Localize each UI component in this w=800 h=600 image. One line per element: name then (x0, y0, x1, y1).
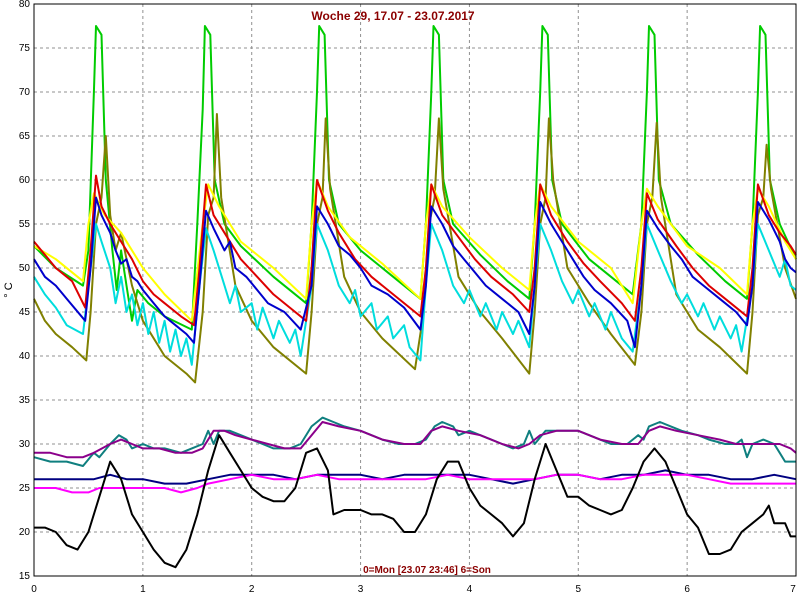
x-tick-label-1: 1 (140, 584, 146, 595)
y-tick-label-15: 15 (19, 571, 31, 582)
series-line-9 (34, 469, 797, 485)
series-line-6 (33, 196, 797, 349)
plot-frame (33, 3, 797, 577)
chart-title: Woche 29, 17.07 - 23.07.2017 (311, 9, 475, 23)
series-line-8 (34, 421, 797, 459)
series-line-10 (34, 473, 796, 494)
y-tick-label-50: 50 (19, 263, 31, 274)
y-tick-label-80: 80 (19, 0, 31, 10)
series-line-11 (34, 434, 796, 569)
x-tick-label-2: 2 (249, 584, 255, 595)
y-tick-label-45: 45 (19, 307, 31, 318)
x-tick-label-4: 4 (467, 584, 473, 595)
series-lines (33, 25, 797, 569)
series-line-4 (33, 223, 797, 366)
y-tick-label-20: 20 (19, 527, 31, 538)
y-tick-label-55: 55 (19, 219, 31, 230)
y-tick-label-30: 30 (19, 439, 31, 450)
x-tick-label-0: 0 (31, 584, 37, 595)
series-line-3 (33, 179, 797, 322)
y-tick-label-25: 25 (19, 483, 31, 494)
x-tick-label-3: 3 (358, 584, 364, 595)
y-tick-label-35: 35 (19, 395, 31, 406)
y-tick-label-40: 40 (19, 351, 31, 362)
x-tick-label-5: 5 (576, 584, 582, 595)
y-tick-label-75: 75 (19, 43, 31, 54)
chart-footer: 0=Mon [23.07 23:46] 6=Son (363, 565, 491, 576)
x-tick-label-7: 7 (790, 584, 796, 595)
y-axis-label: ° C (3, 282, 15, 297)
y-tick-label-65: 65 (19, 131, 31, 142)
y-tick-label-70: 70 (19, 87, 31, 98)
x-tick-label-6: 6 (684, 584, 690, 595)
grid (34, 4, 796, 576)
series-line-5 (33, 174, 797, 327)
series-line-2 (33, 113, 797, 384)
series-line-7 (33, 416, 796, 467)
y-tick-label-60: 60 (19, 175, 31, 186)
